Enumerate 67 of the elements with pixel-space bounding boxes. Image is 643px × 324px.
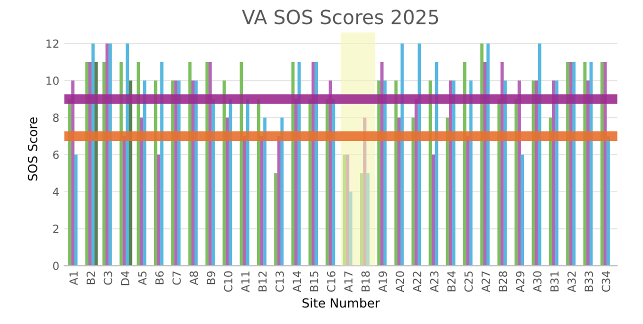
x-tick-label: A17 (344, 271, 352, 292)
bar (342, 154, 346, 266)
y-tick-label: 4 (52, 188, 59, 196)
bar (71, 80, 74, 266)
x-tick-label: C7 (172, 271, 181, 285)
y-axis-title: SOS Score (28, 117, 38, 181)
x-tick-label: C13 (276, 271, 284, 292)
x-axis-title: Site Number (302, 298, 380, 308)
x-tick-label: A32 (567, 272, 576, 292)
chart-title: VA SOS Scores 2025 (242, 10, 438, 24)
x-tick-label: C34 (602, 271, 610, 292)
y-tick-label: 0 (53, 262, 59, 270)
x-tick-label: B28 (498, 271, 508, 292)
bar (432, 154, 436, 266)
bar (346, 154, 350, 266)
bar (263, 118, 266, 266)
x-tick-label: B6 (155, 271, 164, 284)
bar (94, 62, 98, 266)
x-tick-label: B2 (86, 272, 95, 284)
x-tick-label: C3 (104, 271, 112, 285)
bar (360, 173, 364, 266)
y-tick-label: 6 (53, 150, 59, 159)
x-tick-label: B31 (550, 272, 559, 292)
bar (377, 80, 380, 266)
bar (85, 62, 89, 266)
y-tick-label: 10 (46, 76, 59, 85)
x-tick-label: B24 (447, 271, 456, 292)
x-tick-label: B12 (258, 272, 267, 292)
y-tick-label: 8 (53, 114, 59, 122)
x-tick-label: A20 (396, 271, 404, 292)
x-tick-label: D4 (121, 271, 130, 286)
bar (555, 80, 558, 266)
x-tick-label: A30 (533, 271, 542, 292)
bar (366, 173, 370, 266)
bar (74, 154, 78, 266)
x-tick-label: A23 (430, 271, 438, 292)
bar (174, 80, 178, 266)
y-tick-label: 12 (46, 39, 58, 48)
x-tick-label: A11 (241, 272, 250, 292)
x-tick-label: C10 (224, 271, 232, 292)
bar (194, 80, 198, 266)
bar (157, 154, 160, 266)
x-tick-label: A1 (70, 272, 78, 286)
x-tick-label: A14 (292, 271, 301, 292)
x-tick-label: A8 (190, 271, 198, 286)
bar (504, 80, 507, 266)
y-tick-label: 2 (53, 224, 58, 233)
bar (108, 44, 112, 266)
bar (363, 118, 366, 266)
x-tick-label: A22 (412, 272, 422, 292)
bar (226, 118, 229, 266)
x-tick-label: B15 (310, 272, 318, 292)
bar (520, 154, 524, 266)
x-tick-label: C25 (464, 272, 473, 292)
bar (452, 80, 456, 266)
x-tick-label: B9 (206, 271, 216, 284)
x-tick-label: A29 (516, 271, 524, 292)
bar (274, 173, 278, 266)
x-tick-label: B33 (584, 271, 594, 292)
x-tick-label: C16 (327, 271, 336, 292)
bar (349, 192, 352, 266)
bar (532, 80, 536, 266)
x-tick-label: A5 (138, 272, 147, 286)
x-tick-label: A19 (378, 271, 387, 292)
x-tick-label: B18 (361, 271, 370, 292)
x-tick-label: A27 (482, 271, 490, 292)
bar (428, 80, 432, 266)
